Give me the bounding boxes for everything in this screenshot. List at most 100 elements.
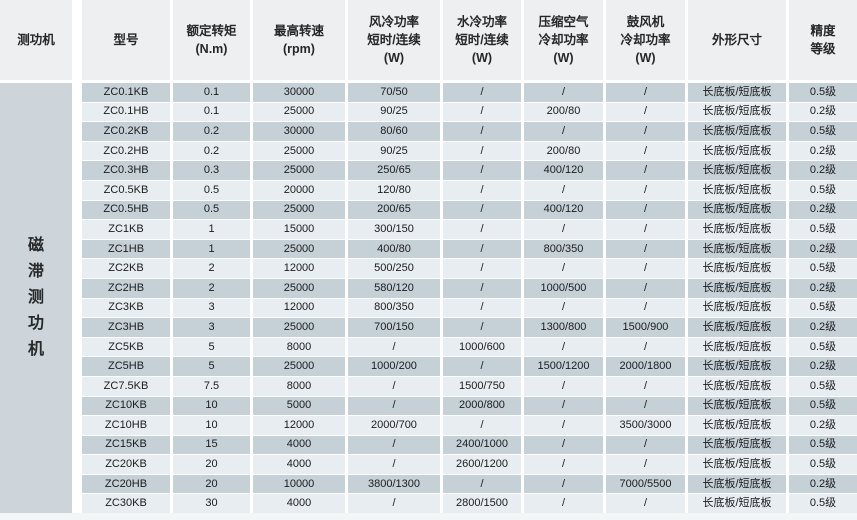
category-label: 磁滞测功机 [27, 237, 44, 359]
compressed-air-cell: 800/350 [524, 239, 603, 259]
water-cooling-cell: 2400/1000 [443, 435, 521, 455]
rated-torque-cell: 2 [173, 278, 250, 298]
air-cooling-cell: 1000/200 [348, 357, 440, 376]
air-cooling-cell: / [348, 494, 440, 514]
max-speed-cell: 25000 [253, 357, 345, 376]
dimensions-cell: 长底板/短底板 [688, 122, 786, 141]
water-cooling-cell: 1500/750 [443, 376, 521, 396]
compressed-air-cell: 400/120 [524, 200, 603, 220]
rated-torque-cell: 0.5 [173, 180, 250, 200]
dimensions-cell: 长底板/短底板 [688, 435, 786, 455]
model-cell: ZC15KB [82, 435, 170, 455]
rated-torque-cell: 20 [173, 474, 250, 494]
water-cooling-cell: / [443, 161, 521, 180]
col-header-dimensions: 外形尺寸 [688, 0, 786, 80]
air-cooling-cell: / [348, 337, 440, 357]
air-cooling-cell: 90/25 [348, 141, 440, 161]
accuracy-cell: 0.5级 [789, 396, 857, 416]
bottom-strip [0, 513, 857, 520]
accuracy-cell: 0.5级 [789, 376, 857, 396]
compressed-air-cell: 200/80 [524, 141, 603, 161]
water-cooling-cell: / [443, 200, 521, 220]
model-cell: ZC0.1KB [82, 83, 170, 102]
table-header-row: 测功机 型号 额定转矩 (N.m) 最高转速 (rpm) 风冷功率 短时/连续 … [0, 0, 857, 80]
max-speed-cell: 4000 [253, 455, 345, 474]
compressed-air-cell: / [524, 396, 603, 416]
accuracy-cell: 0.2级 [789, 357, 857, 376]
water-cooling-cell: / [443, 474, 521, 494]
model-cell: ZC0.2HB [82, 141, 170, 161]
blower-cooling-cell: / [606, 180, 685, 200]
air-cooling-cell: / [348, 396, 440, 416]
air-cooling-cell: 120/80 [348, 180, 440, 200]
compressed-air-cell: 200/80 [524, 102, 603, 122]
max-speed-cell: 8000 [253, 337, 345, 357]
blower-cooling-cell: / [606, 455, 685, 474]
dimensions-cell: 长底板/短底板 [688, 318, 786, 337]
air-cooling-cell: 200/65 [348, 200, 440, 220]
air-cooling-cell: 2000/700 [348, 416, 440, 435]
air-cooling-cell: 80/60 [348, 122, 440, 141]
dimensions-cell: 长底板/短底板 [688, 239, 786, 259]
air-cooling-cell: 90/25 [348, 102, 440, 122]
model-cell: ZC10KB [82, 396, 170, 416]
max-speed-cell: 12000 [253, 298, 345, 318]
air-cooling-cell: 70/50 [348, 83, 440, 102]
accuracy-cell: 0.5级 [789, 298, 857, 318]
col-header-water-cooling-power: 水冷功率 短时/连续 (W) [443, 0, 521, 80]
model-cell: ZC0.3HB [82, 161, 170, 180]
accuracy-cell: 0.2级 [789, 200, 857, 220]
compressed-air-cell: / [524, 337, 603, 357]
dimensions-cell: 长底板/短底板 [688, 474, 786, 494]
col-header-rated-torque: 额定转矩 (N.m) [173, 0, 250, 80]
air-cooling-cell: 400/80 [348, 239, 440, 259]
col-header-compressed-air-cooling-power: 压缩空气 冷却功率 (W) [524, 0, 603, 80]
max-speed-cell: 25000 [253, 141, 345, 161]
rated-torque-cell: 20 [173, 455, 250, 474]
air-cooling-cell: 580/120 [348, 278, 440, 298]
rated-torque-cell: 15 [173, 435, 250, 455]
compressed-air-cell: / [524, 416, 603, 435]
blower-cooling-cell: / [606, 396, 685, 416]
blower-cooling-cell: / [606, 239, 685, 259]
model-cell: ZC30KB [82, 494, 170, 514]
col-header-model: 型号 [82, 0, 170, 80]
water-cooling-cell: / [443, 122, 521, 141]
dimensions-cell: 长底板/短底板 [688, 357, 786, 376]
blower-cooling-cell: 7000/5500 [606, 474, 685, 494]
dimensions-cell: 长底板/短底板 [688, 180, 786, 200]
max-speed-cell: 4000 [253, 435, 345, 455]
model-cell: ZC2HB [82, 278, 170, 298]
water-cooling-cell: / [443, 357, 521, 376]
model-cell: ZC7.5KB [82, 376, 170, 396]
max-speed-cell: 25000 [253, 239, 345, 259]
blower-cooling-cell: / [606, 298, 685, 318]
model-cell: ZC5HB [82, 357, 170, 376]
air-cooling-cell: 3800/1300 [348, 474, 440, 494]
max-speed-cell: 12000 [253, 259, 345, 278]
accuracy-cell: 0.2级 [789, 416, 857, 435]
accuracy-cell: 0.5级 [789, 259, 857, 278]
air-cooling-cell: 700/150 [348, 318, 440, 337]
compressed-air-cell: / [524, 455, 603, 474]
max-speed-cell: 8000 [253, 376, 345, 396]
rated-torque-cell: 3 [173, 318, 250, 337]
rated-torque-cell: 0.1 [173, 83, 250, 102]
model-cell: ZC1HB [82, 239, 170, 259]
max-speed-cell: 20000 [253, 180, 345, 200]
dimensions-cell: 长底板/短底板 [688, 376, 786, 396]
water-cooling-cell: / [443, 83, 521, 102]
dimensions-cell: 长底板/短底板 [688, 337, 786, 357]
compressed-air-cell: / [524, 494, 603, 514]
compressed-air-cell: 400/120 [524, 161, 603, 180]
rated-torque-cell: 0.5 [173, 200, 250, 220]
max-speed-cell: 25000 [253, 200, 345, 220]
rated-torque-cell: 1 [173, 239, 250, 259]
model-cell: ZC5KB [82, 337, 170, 357]
model-cell: ZC20KB [82, 455, 170, 474]
compressed-air-cell: / [524, 435, 603, 455]
table-body: 磁滞测功机 ZC0.1KB 0.1 30000 70/50// / 长底板/短底板 0.5级… [0, 83, 857, 514]
blower-cooling-cell: / [606, 161, 685, 180]
